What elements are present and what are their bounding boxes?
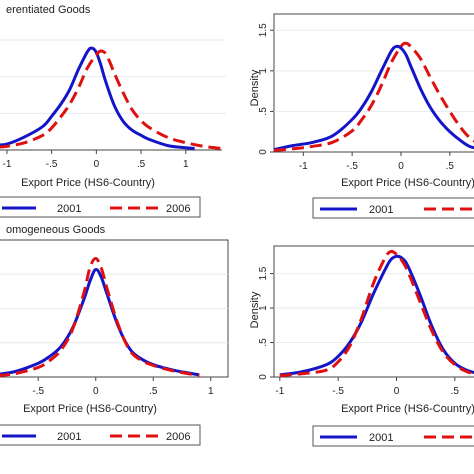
series-lines [273, 41, 474, 152]
y-tick-label: 1 [258, 305, 269, 311]
legend: 2001 [312, 197, 474, 219]
gridlines [274, 273, 474, 344]
x-ticks: -.5 0 .5 1 [32, 377, 214, 397]
x-tick-label: .5 [451, 386, 460, 397]
plot-frame [273, 245, 474, 378]
series-line-2006 [0, 257, 200, 378]
x-ticks: -1 -.5 0 .5 [299, 152, 455, 172]
group-title-top: erentiated Goods [6, 4, 91, 16]
series-line-2006 [0, 49, 222, 150]
x-tick-label: .5 [137, 159, 146, 170]
x-tick-label: .5 [149, 386, 158, 397]
group-title-bottom: omogeneous Goods [6, 224, 106, 236]
series-line-2001 [273, 44, 474, 152]
gridlines [0, 39, 226, 114]
x-tick-label: 0 [398, 161, 404, 172]
series-lines [279, 249, 474, 378]
gridlines [274, 29, 474, 112]
legend-label-2001: 2001 [57, 431, 81, 443]
legend: 2001 2006 [0, 196, 201, 218]
x-tick-label: -1 [299, 161, 308, 172]
y-tick-label: .5 [258, 338, 269, 347]
legend: 2001 2006 [0, 424, 201, 446]
legend-box [0, 424, 201, 446]
x-axis-label: Export Price (HS6-Country) [23, 403, 157, 415]
panel-bottom-left: -.5 0 .5 1 Export Price (HS6-Country) 2001 … [0, 239, 229, 446]
series-lines [0, 257, 200, 378]
x-tick-label: -.5 [46, 159, 58, 170]
series-line-2006 [279, 249, 474, 378]
y-axis-label: Density [249, 291, 261, 328]
y-tick-label: 1 [258, 68, 269, 74]
x-ticks: -1 -.5 0 .5 [275, 377, 459, 397]
panel-top-left: -1 -.5 0 .5 1 Export Price (HS6-Country) 200… [0, 39, 226, 218]
legend-box [312, 197, 474, 219]
x-axis-label: Export Price (HS6-Country) [341, 177, 474, 189]
y-ticks: 0 .5 1 1.5 [258, 23, 274, 155]
series-line-2001 [0, 46, 195, 150]
series-line-2001 [0, 267, 200, 377]
x-tick-label: 0 [94, 159, 100, 170]
panel-top-right: -1 -.5 0 .5 0 .5 1 1.5 Density Export Price (H… [249, 13, 474, 219]
x-axis-label: Export Price (HS6-Country) [341, 403, 474, 415]
y-tick-label: 1.5 [258, 266, 269, 280]
x-tick-label: 1 [208, 386, 214, 397]
y-tick-label: 0 [258, 374, 269, 380]
x-tick-label: -.5 [32, 386, 44, 397]
y-axis-label: Density [249, 69, 261, 106]
legend-box [0, 196, 201, 218]
series-lines [0, 46, 222, 150]
x-tick-label: -1 [275, 386, 284, 397]
x-tick-label: 1 [183, 159, 189, 170]
y-ticks: 0 .5 1 1.5 [258, 266, 274, 380]
series-line-2001 [279, 254, 474, 377]
y-tick-label: .5 [258, 107, 269, 116]
x-tick-label: -.5 [332, 386, 344, 397]
x-axis-label: Export Price (HS6-Country) [21, 177, 155, 189]
x-tick-label: 0 [394, 386, 400, 397]
panel-bottom-right: -1 -.5 0 .5 0 .5 1 1.5 Density Export Price (H… [249, 245, 474, 447]
legend-label-2006: 2006 [166, 431, 190, 443]
x-tick-label: -.5 [346, 161, 358, 172]
x-ticks: -1 -.5 0 .5 1 [2, 150, 189, 170]
y-tick-label: 1.5 [258, 23, 269, 37]
legend-label-2006: 2006 [166, 203, 190, 215]
legend-label-2001: 2001 [369, 432, 393, 444]
y-tick-label: 0 [258, 149, 269, 155]
legend-label-2001: 2001 [369, 204, 393, 216]
legend-label-2001: 2001 [57, 203, 81, 215]
series-line-2006 [273, 41, 474, 152]
legend-box [312, 425, 474, 447]
x-tick-label: .5 [446, 161, 455, 172]
legend: 2001 [312, 425, 474, 447]
x-tick-label: -1 [2, 159, 11, 170]
x-tick-label: 0 [93, 386, 99, 397]
plot-frame [273, 13, 474, 153]
